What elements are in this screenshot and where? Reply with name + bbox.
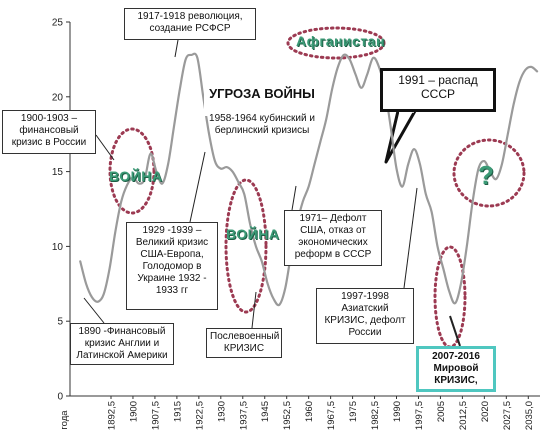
y-tick-label: 5 bbox=[57, 317, 63, 328]
x-tick-label: 2035,0 bbox=[524, 401, 535, 430]
war-ellipse-1 bbox=[108, 127, 156, 215]
callout-1890-crisis: 1890 -Финансовый кризис Англии и Латинск… bbox=[70, 323, 174, 365]
callout-postwar-crisis: Послевоенный КРИЗИС bbox=[206, 328, 282, 358]
callout-1917-revolution: 1917-1918 революция, создание РСФСР bbox=[124, 8, 256, 40]
war-label-2: ВОЙНА bbox=[226, 226, 280, 242]
question-mark-label: ? bbox=[478, 160, 495, 190]
callout-1997-asian: 1997-1998 Азиатский КРИЗИС, дефолт Росси… bbox=[316, 288, 414, 344]
war-label-1: ВОЙНА bbox=[109, 168, 163, 184]
x-tick-label: 1915 bbox=[172, 401, 183, 422]
x-tick-label: 1922,5 bbox=[194, 401, 205, 430]
x-tick-label: 1900 bbox=[128, 401, 139, 422]
pointer-1929 bbox=[189, 151, 206, 223]
x-axis-label: года bbox=[59, 410, 70, 430]
callout-1991-ussr: 1991 – распад СССР bbox=[380, 68, 496, 112]
afghanistan-ellipse bbox=[286, 26, 386, 60]
pointer-1917 bbox=[174, 39, 179, 58]
callout-1971-default: 1971– Дефолт США, отказ от экономических… bbox=[284, 210, 382, 266]
pointer-1971 bbox=[291, 185, 297, 211]
afghanistan-label: Афганистан bbox=[296, 33, 385, 49]
question-ellipse bbox=[452, 138, 526, 208]
pointer-1890 bbox=[83, 297, 105, 324]
y-tick-label: 25 bbox=[52, 18, 64, 29]
y-ticks: 0 5 10 15 20 25 bbox=[52, 18, 70, 403]
x-tick-label: 1907,5 bbox=[150, 401, 161, 430]
x-tick-label: 1975 bbox=[348, 401, 359, 422]
callout-war-threat: УГРОЗА ВОЙНЫ 1958-1964 кубинский и берли… bbox=[204, 74, 320, 136]
callout-1900-crisis: 1900-1903 – финансовый кризис в России bbox=[2, 110, 96, 154]
x-tick-label: 1937,5 bbox=[238, 401, 249, 430]
callout-2007-world-crisis: 2007-2016 Мировой КРИЗИС, bbox=[416, 346, 496, 392]
x-tick-label: 2027,5 bbox=[502, 401, 513, 430]
war-threat-title: УГРОЗА ВОЙНЫ bbox=[209, 86, 315, 101]
x-tick-label: 1960 bbox=[304, 401, 315, 422]
pointer-1997 bbox=[403, 187, 418, 289]
pointer-2007 bbox=[449, 315, 461, 347]
x-tick-label: 1892,5 bbox=[106, 401, 117, 430]
x-tick-label: 1930 bbox=[216, 401, 227, 422]
y-tick-label: 15 bbox=[52, 167, 64, 178]
x-tick-label: 1997,5 bbox=[414, 401, 425, 430]
x-tick-label: 1952,5 bbox=[282, 401, 293, 430]
x-tick-label: 1982,5 bbox=[370, 401, 381, 430]
y-tick-label: 20 bbox=[52, 92, 64, 103]
x-tick-label: 2012,5 bbox=[458, 401, 469, 430]
y-tick-label: 0 bbox=[57, 392, 63, 403]
x-tick-label: 2005 bbox=[436, 401, 447, 422]
war-threat-body: 1958-1964 кубинский и берлинский кризисы bbox=[209, 113, 315, 136]
pointer-1900 bbox=[95, 134, 115, 161]
x-tick-label: 1945 bbox=[260, 401, 271, 422]
x-tick-label: 2020 bbox=[480, 401, 491, 422]
y-tick-label: 10 bbox=[52, 242, 64, 253]
callout-1929-crisis: 1929 -1939 – Великий кризис США-Европа, … bbox=[126, 222, 218, 310]
series-line bbox=[79, 52, 539, 307]
war-ellipse-2 bbox=[224, 178, 268, 314]
pointer-postwar bbox=[251, 291, 257, 329]
x-tick-label: 1967,5 bbox=[326, 401, 337, 430]
x-ticks: года 1892,5 1900 1907,5 1915 1922,5 1930 1937,5… bbox=[59, 396, 535, 430]
x-tick-label: 1990 bbox=[392, 401, 403, 422]
